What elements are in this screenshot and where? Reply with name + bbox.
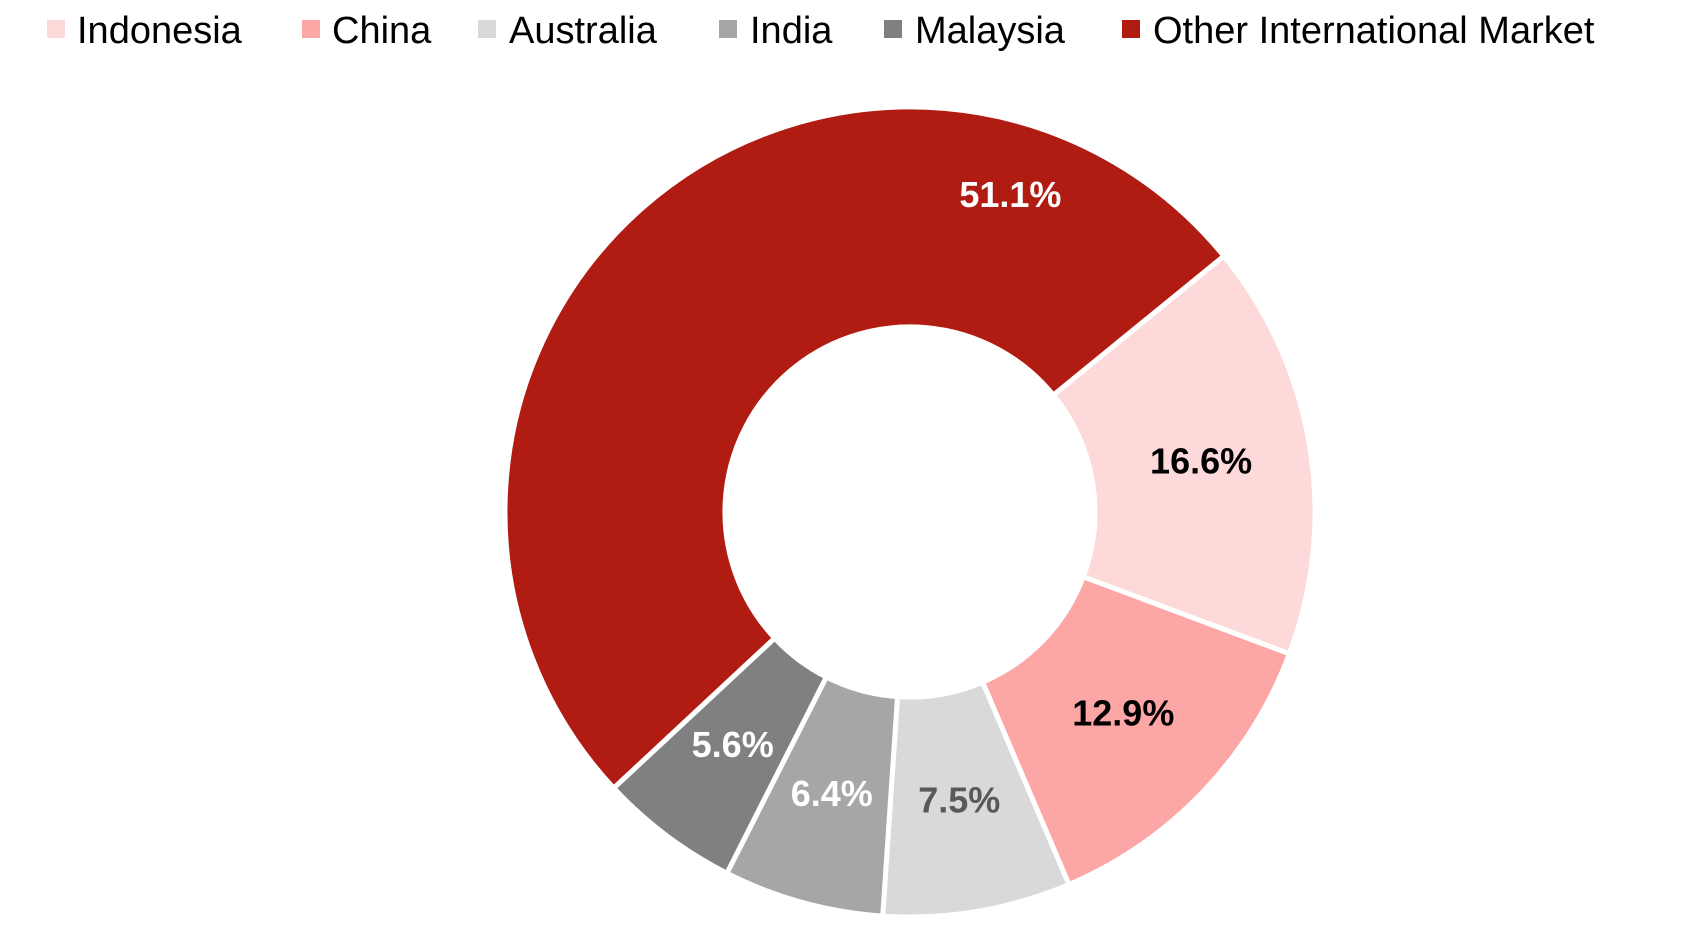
legend-label-china: China	[332, 10, 432, 52]
legend-label-indonesia: Indonesia	[77, 10, 243, 52]
legend-item-australia: Australia	[478, 10, 658, 52]
data-label-china: 12.9%	[1072, 692, 1174, 733]
legend-item-china: China	[302, 10, 432, 52]
legend-item-other-international-market: Other International Market	[1122, 10, 1595, 52]
donut-slices	[502, 104, 1318, 920]
data-label-malaysia: 5.6%	[692, 724, 774, 765]
legend-swatch-china	[302, 20, 320, 38]
legend-swatch-malaysia	[884, 20, 902, 38]
slice-labels: 16.6% 12.9% 7.5% 6.4% 5.6% 51.1%	[692, 174, 1252, 820]
slice-china	[979, 573, 1293, 888]
legend-item-indonesia: Indonesia	[47, 10, 243, 52]
legend: Indonesia China Australia India Malaysia…	[47, 10, 1595, 52]
legend-label-other-international-market: Other International Market	[1153, 10, 1595, 52]
data-label-australia: 7.5%	[918, 779, 1000, 820]
legend-item-malaysia: Malaysia	[884, 10, 1066, 52]
legend-label-india: India	[750, 10, 833, 52]
legend-swatch-indonesia	[47, 20, 65, 38]
legend-swatch-australia	[478, 20, 496, 38]
slice-other-international-market	[502, 104, 1228, 792]
legend-swatch-other-international-market	[1122, 20, 1140, 38]
data-label-indonesia: 16.6%	[1150, 441, 1252, 482]
data-label-other-international-market: 51.1%	[959, 174, 1061, 215]
legend-label-australia: Australia	[509, 10, 658, 52]
slice-indonesia	[1049, 252, 1318, 658]
legend-item-india: India	[719, 10, 833, 52]
legend-label-malaysia: Malaysia	[915, 10, 1066, 52]
legend-swatch-india	[719, 20, 737, 38]
data-label-india: 6.4%	[791, 773, 873, 814]
